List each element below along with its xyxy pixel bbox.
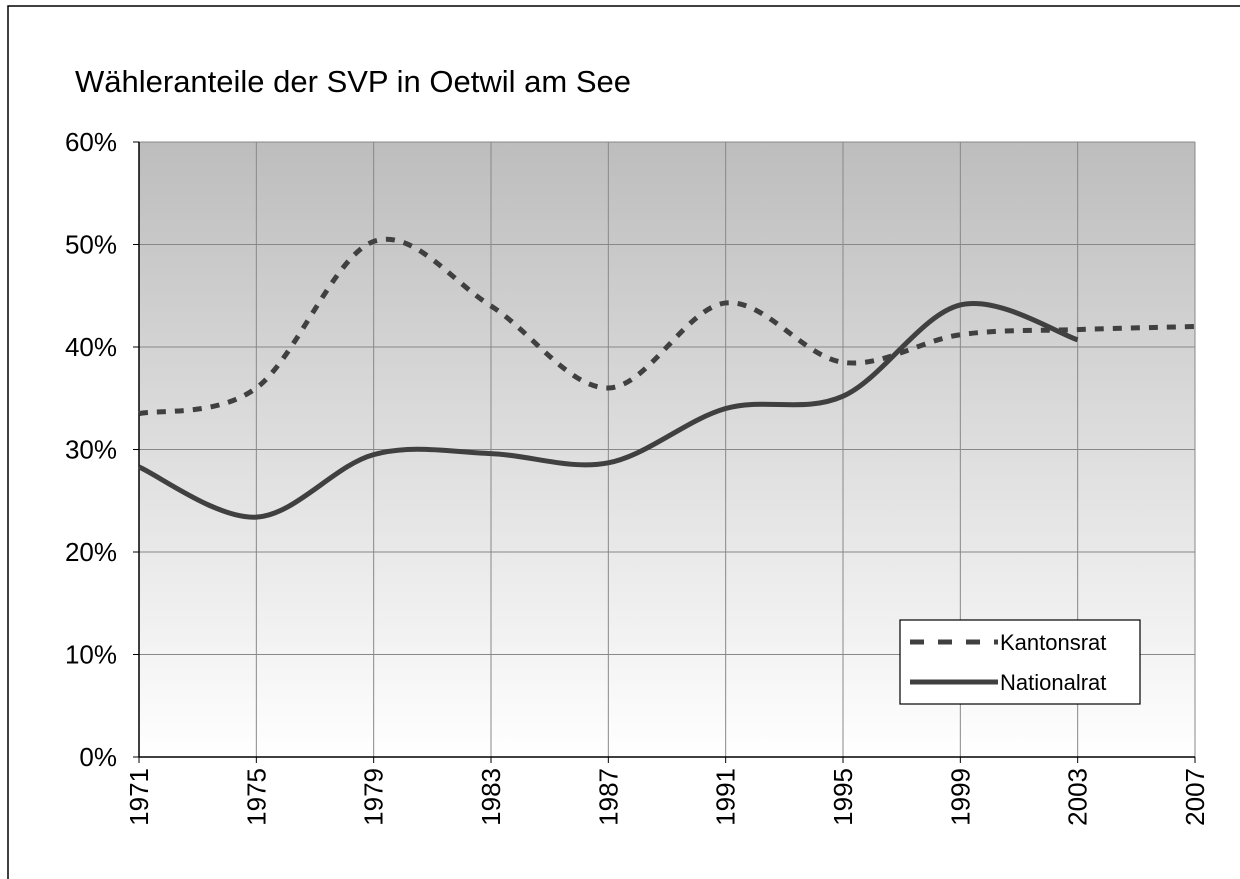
legend-box [899, 619, 1141, 705]
legend-label: Nationalrat [1000, 670, 1106, 695]
x-tick-label: 1971 [124, 768, 154, 826]
y-tick-label: 30% [65, 435, 117, 465]
legend-label: Kantonsrat [1000, 630, 1106, 655]
x-tick-label: 1995 [828, 768, 858, 826]
y-tick-label: 20% [65, 537, 117, 567]
x-tick-label: 1991 [711, 768, 741, 826]
x-tick-label: 1979 [359, 768, 389, 826]
frame [7, 5, 1240, 879]
y-tick-label: 40% [65, 332, 117, 362]
y-tick-label: 50% [65, 230, 117, 260]
x-tick-label: 1983 [476, 768, 506, 826]
y-tick-label: 0% [79, 742, 117, 772]
x-tick-label: 2007 [1180, 768, 1210, 826]
x-tick-label: 1975 [241, 768, 271, 826]
x-tick-label: 1999 [945, 768, 975, 826]
line [137, 301, 1079, 520]
y-tick-label: 10% [65, 640, 117, 670]
x-tick-label: 2003 [1063, 768, 1093, 826]
chart-title: Wähleranteile der SVP in Oetwil am See [75, 64, 631, 99]
line [138, 236, 1196, 417]
y-tick-label: 60% [65, 127, 117, 157]
x-tick-label: 1987 [593, 768, 623, 826]
